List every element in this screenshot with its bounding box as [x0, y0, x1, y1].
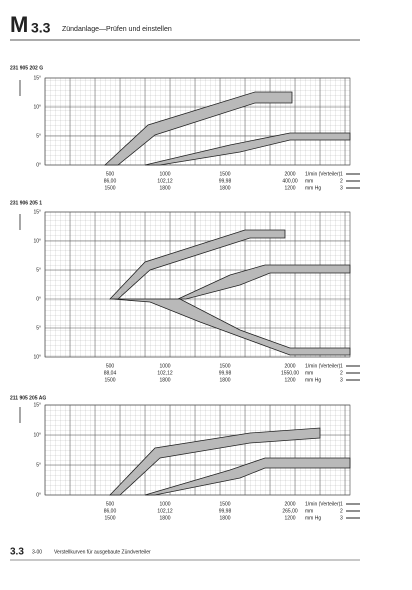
y-label: 5°	[36, 462, 41, 468]
x-label: 99,98	[219, 178, 232, 184]
x-label: 86,00	[104, 178, 117, 184]
unit: mm Hg	[305, 515, 321, 521]
band	[109, 229, 286, 300]
x-label: 1500	[219, 363, 230, 369]
x-label: 1000	[159, 501, 170, 507]
header-number: 3.3	[31, 20, 51, 36]
footer-page: 3-00	[32, 549, 42, 555]
x-label: 99,98	[219, 370, 232, 376]
unit: mm Hg	[305, 377, 321, 383]
unit: 1/min (Verteiler)	[305, 363, 341, 369]
x-label: 1000	[159, 363, 170, 369]
x-label: 1500	[219, 501, 230, 507]
x-label: 1800	[159, 185, 170, 191]
key: 2	[340, 178, 343, 184]
unit: 1/min (Verteiler)	[305, 501, 341, 507]
key: 1	[340, 171, 343, 177]
y-label: 0°	[36, 162, 41, 168]
band	[103, 91, 293, 166]
key: 3	[340, 377, 343, 383]
x-label: 1800	[159, 377, 170, 383]
key: 2	[340, 370, 343, 376]
header-letter: M	[10, 12, 28, 37]
x-label: 1200	[284, 185, 295, 191]
unit: mm	[305, 508, 313, 514]
x-label: 500	[106, 363, 115, 369]
y-label: 15°	[33, 402, 41, 408]
chart-label: 211 905 205 AG	[10, 395, 46, 401]
y-label: 5°	[36, 267, 41, 273]
y-label: 10°	[33, 432, 41, 438]
x-label: 2000	[284, 501, 295, 507]
curves	[103, 91, 351, 496]
x-label: 86,00	[104, 508, 117, 514]
x-label: 500	[106, 171, 115, 177]
key: 3	[340, 515, 343, 521]
band	[177, 264, 351, 300]
band	[144, 457, 351, 496]
x-label: 1800	[219, 185, 230, 191]
band	[109, 427, 321, 496]
y-label: 10°	[33, 354, 41, 360]
unit: mm	[305, 178, 313, 184]
x-label: 99,98	[219, 508, 232, 514]
band	[111, 298, 351, 356]
x-label: 400,00	[282, 178, 298, 184]
chart-label: 231 905 202 G	[10, 65, 43, 71]
header-title: Zündanlage—Prüfen und einstellen	[62, 26, 172, 33]
y-label: 10°	[33, 104, 41, 110]
y-label: 15°	[33, 209, 41, 215]
chart-label: 231 906 205 1	[10, 200, 42, 206]
x-label: 1800	[219, 377, 230, 383]
key: 1	[340, 363, 343, 369]
unit: mm Hg	[305, 185, 321, 191]
y-label: 15°	[33, 75, 41, 81]
x-label: 1200	[284, 515, 295, 521]
y-label: 10°	[33, 238, 41, 244]
y-label: 5°	[36, 325, 41, 331]
x-label: 1500	[104, 185, 115, 191]
unit: 1/min (Verteiler)	[305, 171, 341, 177]
x-label: 88,04	[104, 370, 117, 376]
x-label: 265,00	[282, 508, 298, 514]
unit: mm	[305, 370, 313, 376]
y-label: 5°	[36, 133, 41, 139]
y-label: 0°	[36, 296, 41, 302]
footer-section: 3.3	[10, 547, 24, 558]
x-label: 1500	[104, 377, 115, 383]
x-label: 1550,00	[281, 370, 299, 376]
key: 2	[340, 508, 343, 514]
x-label: 500	[106, 501, 115, 507]
x-label: 102,12	[157, 178, 173, 184]
x-label: 1500	[104, 515, 115, 521]
x-label: 102,12	[157, 508, 173, 514]
y-label: 0°	[36, 492, 41, 498]
footer-text: Verstellkurven für ausgebaute Zündvertei…	[54, 549, 151, 555]
x-label: 102,12	[157, 370, 173, 376]
x-label: 1800	[159, 515, 170, 521]
x-label: 2000	[284, 171, 295, 177]
band	[144, 132, 351, 166]
x-label: 1200	[284, 377, 295, 383]
key: 1	[340, 501, 343, 507]
key: 3	[340, 185, 343, 191]
grid	[44, 211, 351, 358]
x-label: 1800	[219, 515, 230, 521]
x-label: 2000	[284, 363, 295, 369]
x-label: 1500	[219, 171, 230, 177]
x-label: 1000	[159, 171, 170, 177]
